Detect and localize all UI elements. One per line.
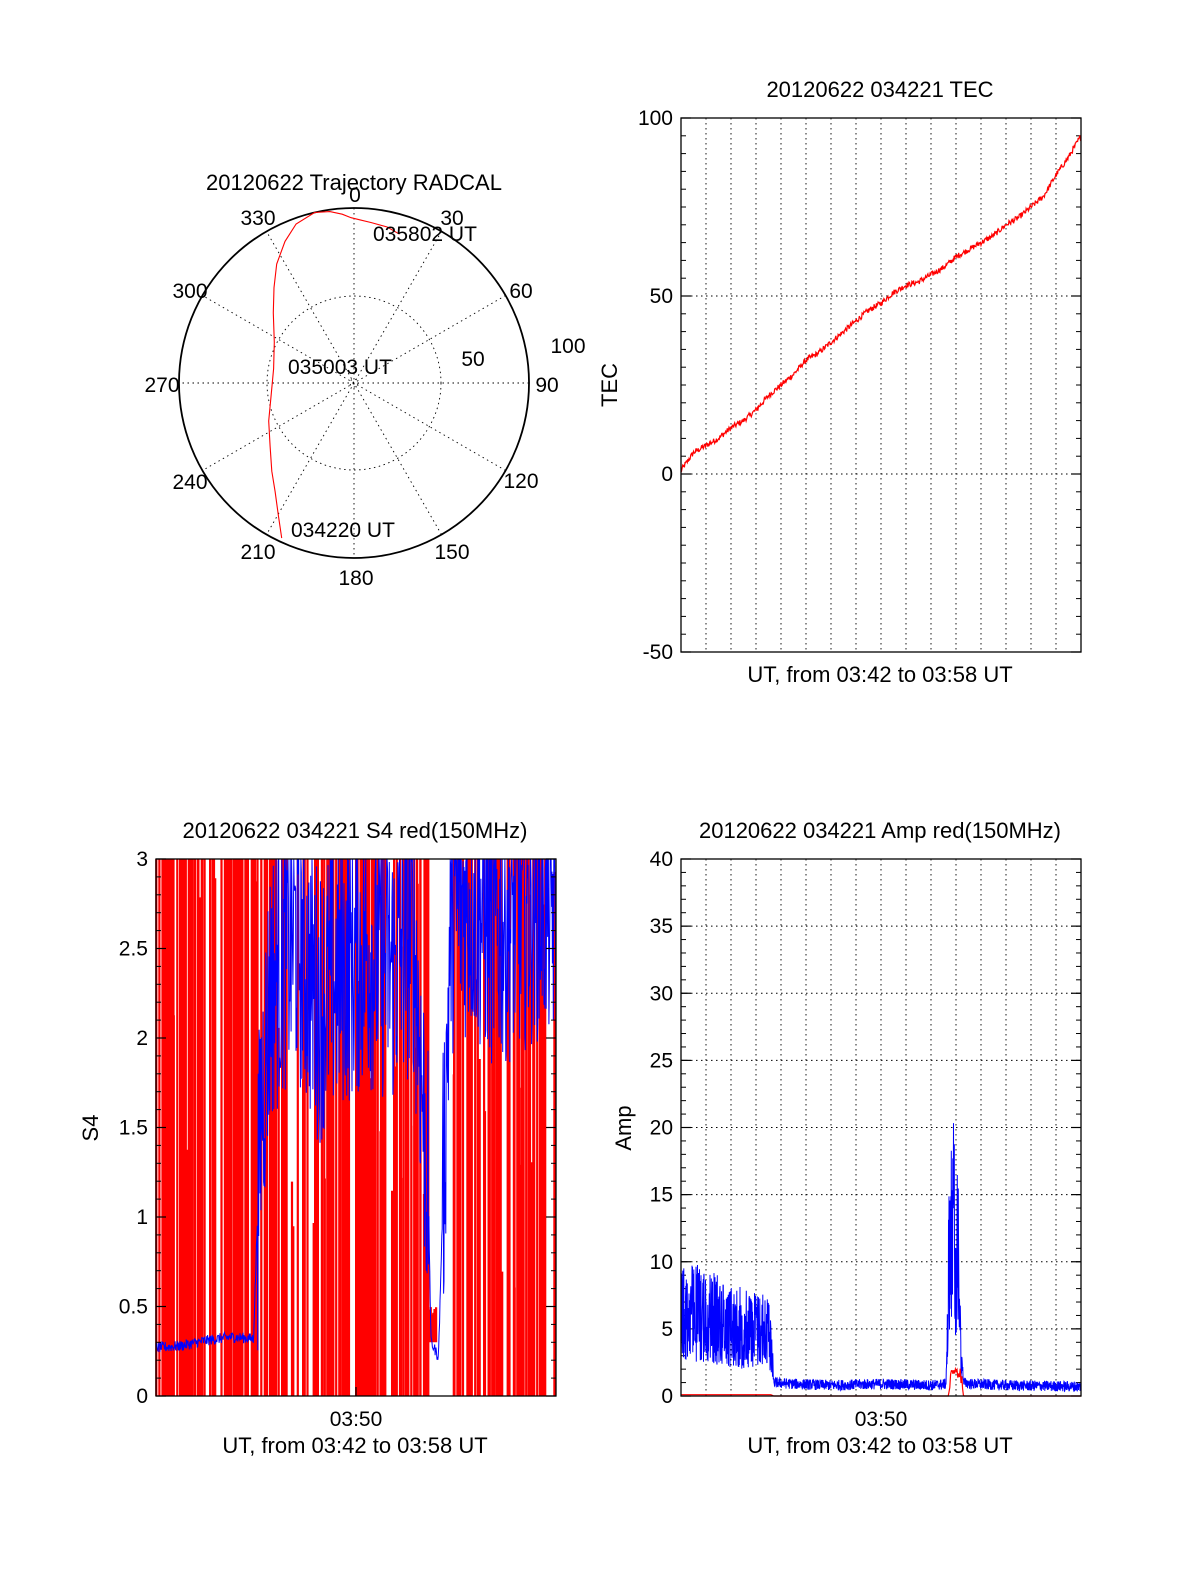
trajectory-title: 20120622 Trajectory RADCAL bbox=[206, 170, 502, 195]
amp-xtick-label: 03:50 bbox=[855, 1408, 908, 1431]
y-tick-label: -50 bbox=[643, 641, 673, 664]
angle-label-150: 150 bbox=[434, 541, 469, 564]
y-tick-label: 20 bbox=[650, 1117, 673, 1140]
trajectory-line bbox=[268, 211, 400, 539]
tec-title: 20120622 034221 TEC bbox=[766, 77, 993, 102]
y-tick-label: 1 bbox=[136, 1206, 148, 1229]
angle-label-120: 120 bbox=[503, 470, 538, 493]
tec-frame bbox=[680, 117, 1082, 653]
s4-title: 20120622 034221 S4 red(150MHz) bbox=[183, 818, 528, 843]
y-tick-label: 15 bbox=[650, 1184, 673, 1207]
radial-label-100: 100 bbox=[550, 335, 585, 358]
angle-label-300: 300 bbox=[172, 280, 207, 303]
annotation-mid-time: 035003 UT bbox=[288, 356, 392, 379]
annotation-start-time: 034220 UT bbox=[291, 519, 395, 542]
annotation-end-time: 035802 UT bbox=[373, 223, 477, 246]
s4-ylabel: S4 bbox=[78, 1115, 103, 1142]
inner-circle bbox=[266, 295, 442, 471]
y-tick-label: 30 bbox=[650, 982, 673, 1005]
amp-blue-series bbox=[680, 1123, 1082, 1393]
angle-label-270: 270 bbox=[144, 374, 179, 397]
angle-label-0: 0 bbox=[349, 184, 361, 207]
y-tick-label: 0 bbox=[661, 1385, 673, 1408]
s4-xlabel: UT, from 03:42 to 03:58 UT bbox=[222, 1433, 487, 1458]
angle-label-330: 330 bbox=[240, 207, 275, 230]
angle-label-180: 180 bbox=[338, 567, 373, 590]
y-tick-label: 40 bbox=[650, 848, 673, 871]
tec-ylabel: TEC bbox=[597, 363, 622, 407]
amp-plot: 20120622 034221 Amp red(150MHz) 0 5 10 15 20… bbox=[611, 818, 1082, 1458]
y-tick-label: 25 bbox=[650, 1049, 673, 1072]
angle-label-210: 210 bbox=[240, 541, 275, 564]
amp-xlabel: UT, from 03:42 to 03:58 UT bbox=[747, 1433, 1012, 1458]
amp-ylabel: Amp bbox=[611, 1105, 636, 1150]
y-tick-label: 0 bbox=[136, 1385, 148, 1408]
trajectory-plot: 20120622 Trajectory RADCAL 0 30 60 90 120 150… bbox=[144, 170, 585, 590]
y-tick-label: 2 bbox=[136, 1027, 148, 1050]
amp-grid bbox=[681, 859, 1081, 1396]
angle-label-60: 60 bbox=[509, 280, 532, 303]
y-tick-label: 0 bbox=[661, 463, 673, 486]
y-tick-label: 2.5 bbox=[119, 938, 148, 961]
tec-series-line bbox=[680, 135, 1082, 473]
angle-labels: 0 30 60 90 120 150 180 210 240 270 300 330 bbox=[144, 184, 558, 590]
amp-y-ticks: 0 5 10 15 20 25 30 35 40 bbox=[650, 848, 1081, 1408]
tec-y-ticks: -50 0 50 100 bbox=[638, 107, 1081, 664]
y-tick-label: 10 bbox=[650, 1251, 673, 1274]
radial-grid-lines bbox=[179, 208, 529, 558]
amp-frame bbox=[680, 858, 1082, 1397]
s4-xtick-label: 03:50 bbox=[330, 1408, 383, 1431]
s4-plot: 20120622 034221 S4 red(150MHz) 0 0.5 1 1.5 2… bbox=[78, 818, 557, 1458]
y-tick-label: 1.5 bbox=[119, 1117, 148, 1140]
y-tick-label: 5 bbox=[661, 1318, 673, 1341]
y-tick-label: 0.5 bbox=[119, 1296, 148, 1319]
y-tick-label: 3 bbox=[136, 848, 148, 871]
y-tick-label: 35 bbox=[650, 915, 673, 938]
spoke-150 bbox=[266, 231, 442, 535]
amp-title: 20120622 034221 Amp red(150MHz) bbox=[699, 818, 1061, 843]
angle-label-240: 240 bbox=[172, 471, 207, 494]
tec-plot: 20120622 034221 TEC -50 0 50 100 TEC UT, fr… bbox=[597, 77, 1082, 687]
y-tick-label: 100 bbox=[638, 107, 673, 130]
radial-label-50: 50 bbox=[461, 348, 484, 371]
tec-grid bbox=[681, 118, 1081, 652]
angle-label-30: 30 bbox=[440, 207, 463, 230]
tec-xlabel: UT, from 03:42 to 03:58 UT bbox=[747, 662, 1012, 687]
s4-y-ticks: 0 0.5 1 1.5 2 2.5 3 bbox=[119, 848, 556, 1408]
y-tick-label: 50 bbox=[650, 285, 673, 308]
angle-label-90: 90 bbox=[535, 374, 558, 397]
